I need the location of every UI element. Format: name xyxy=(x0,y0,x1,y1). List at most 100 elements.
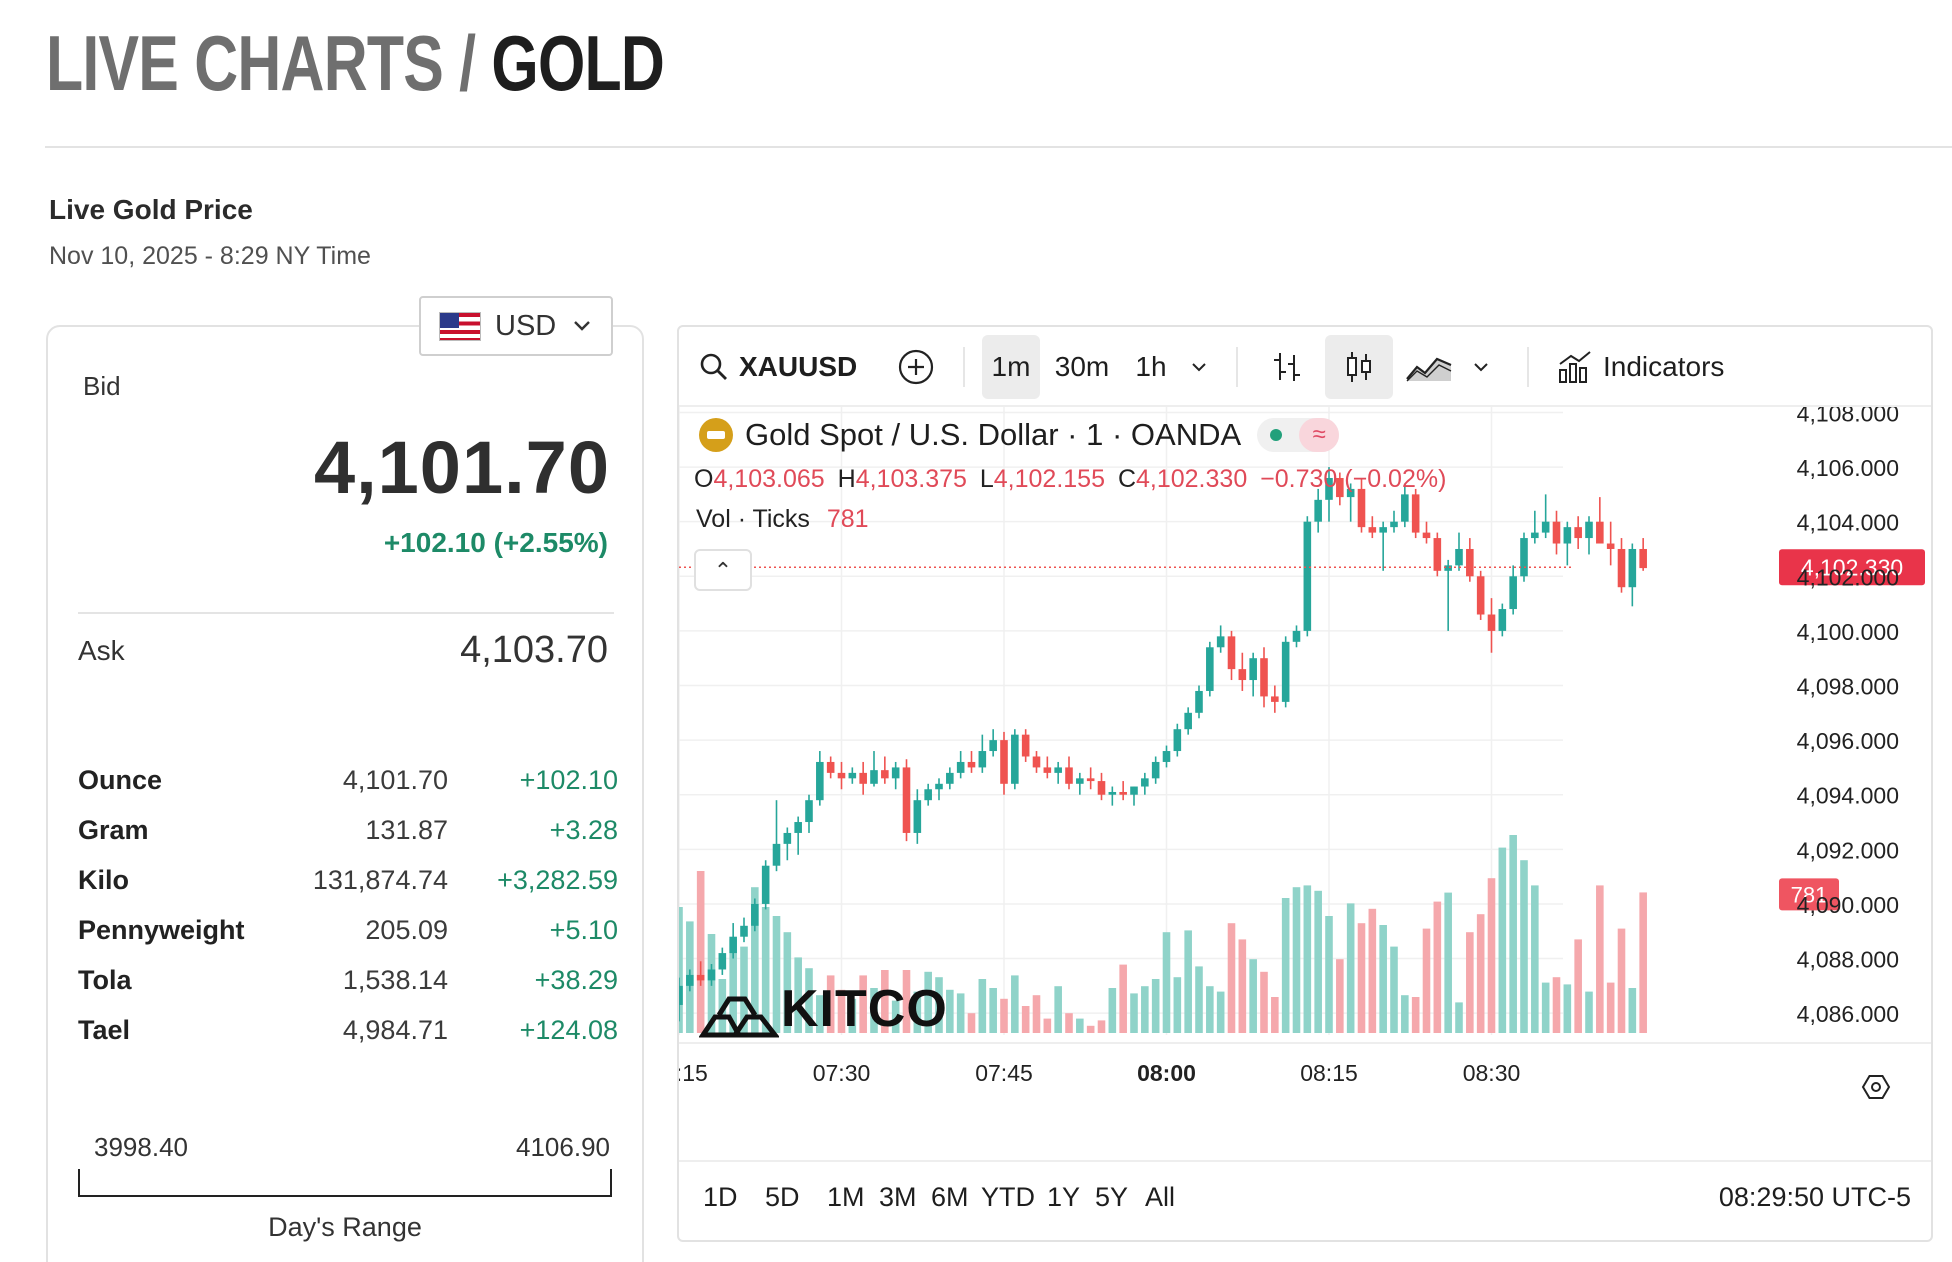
volume-bar xyxy=(1108,988,1117,1033)
volume-bar xyxy=(1043,1018,1052,1033)
change-value: −0.730 (−0.02%) xyxy=(1260,465,1447,493)
ask-value: 4,103.70 xyxy=(460,629,608,671)
volume-bar xyxy=(1411,997,1420,1033)
unit-change: +102.10 xyxy=(519,764,618,795)
unit-name: Gram xyxy=(78,814,149,845)
section-title: Live Gold Price xyxy=(49,194,253,225)
range-button-1d[interactable]: 1D xyxy=(703,1182,738,1212)
volume-bar xyxy=(1390,946,1398,1033)
y-tick-label: 4,098.000 xyxy=(1797,674,1899,700)
y-tick-label: 4,086.000 xyxy=(1797,1001,1899,1027)
range-button-5d[interactable]: 5D xyxy=(765,1182,800,1212)
candle-body xyxy=(1379,527,1387,533)
volume-label: Vol · Ticks xyxy=(696,505,810,533)
unit-value: 205.09 xyxy=(365,914,448,945)
volume-bar xyxy=(1368,908,1377,1033)
y-tick-label: 4,108.000 xyxy=(1797,407,1899,426)
volume-bar xyxy=(1541,982,1550,1033)
price-chart[interactable]: 4,102.330 781 4,086.000 4,088.000 4,090.000… xyxy=(679,407,1933,1164)
candle-body xyxy=(1130,786,1138,795)
candle-body xyxy=(1433,538,1442,571)
candle-body xyxy=(1043,767,1052,773)
volume-bar xyxy=(913,991,922,1033)
page-title-prefix: LIVE CHARTS / xyxy=(46,18,492,107)
interval-menu-button[interactable] xyxy=(1184,335,1214,399)
volume-bar xyxy=(1130,993,1138,1033)
chart-style-menu-button[interactable] xyxy=(1466,335,1496,399)
candle-body xyxy=(1195,690,1203,713)
candle-body xyxy=(978,751,987,768)
volume-bar xyxy=(816,995,824,1033)
candle-body xyxy=(1119,791,1127,795)
interval-30m[interactable]: 30m xyxy=(1054,351,1110,382)
legend-collapse-button[interactable]: ⌃ xyxy=(694,549,752,591)
volume-bar xyxy=(1238,939,1247,1033)
indicators-button[interactable]: Indicators xyxy=(1557,335,1757,399)
ohlc-legend: O4,103.065 H4,103.375 L4,102.155 C4,102.… xyxy=(694,465,1446,494)
unit-price-table: Ounce 4,101.70 +102.10 Gram 131.87 +3.28 Kilo 1… xyxy=(78,755,618,1055)
volume-bar xyxy=(1032,995,1041,1033)
volume-bar xyxy=(1303,885,1312,1033)
candle-body xyxy=(1574,527,1582,539)
range-button-ytd[interactable]: YTD xyxy=(981,1182,1035,1212)
candle-body xyxy=(1476,576,1485,615)
range-button-5y[interactable]: 5Y xyxy=(1095,1182,1129,1212)
unit-name: Ounce xyxy=(78,764,163,795)
volume-bar xyxy=(1271,997,1279,1033)
candle-body xyxy=(1076,778,1084,784)
range-button-1m[interactable]: 1M xyxy=(827,1182,865,1212)
candle-body xyxy=(740,925,748,937)
candle-body xyxy=(1097,781,1106,795)
candle-body xyxy=(989,740,997,752)
range-button-6m[interactable]: 6M xyxy=(931,1182,969,1212)
x-tick-label: 07:45 xyxy=(975,1060,1033,1086)
candle-body xyxy=(848,772,857,779)
toolbar-separator xyxy=(963,347,965,387)
last-price-badge xyxy=(1779,549,1925,586)
currency-select[interactable]: USD xyxy=(419,296,613,356)
bar-chart-style-button[interactable] xyxy=(1259,335,1315,399)
volume-bar xyxy=(1628,988,1637,1033)
x-tick-label: 07:15 xyxy=(679,1060,708,1086)
high-label: H xyxy=(837,465,856,493)
gold-coin-icon xyxy=(699,418,733,452)
symbol-search[interactable]: XAUUSD xyxy=(699,335,869,399)
compare-add-button[interactable] xyxy=(891,335,941,399)
ask-label: Ask xyxy=(78,635,125,666)
toolbar-separator xyxy=(1236,347,1238,387)
volume-bar xyxy=(1065,1013,1073,1033)
candle-body xyxy=(1314,499,1322,522)
candle-body xyxy=(1206,647,1214,691)
unit-change: +3.28 xyxy=(549,814,618,845)
unit-value: 1,538.14 xyxy=(342,964,448,995)
volume-bar xyxy=(1520,860,1528,1033)
volume-bar xyxy=(1379,925,1387,1033)
range-button-all[interactable]: All xyxy=(1145,1182,1176,1212)
volume-bar xyxy=(772,916,781,1033)
candles-chart-style-button[interactable] xyxy=(1325,335,1393,399)
interval-1m[interactable]: 1m xyxy=(982,335,1040,399)
volume-bar xyxy=(1617,928,1626,1033)
interval-1h[interactable]: 1h xyxy=(1135,351,1167,382)
volume-bar xyxy=(1292,887,1301,1033)
candle-body xyxy=(1271,696,1279,702)
volume-bar xyxy=(1054,986,1062,1033)
candle-body xyxy=(1541,521,1550,533)
candle-body xyxy=(1552,521,1561,544)
range-high: 4106.90 xyxy=(516,1132,610,1162)
candle-body xyxy=(772,843,781,866)
settings-hex-icon xyxy=(1861,1075,1891,1099)
y-tick-label: 4,102.000 xyxy=(1797,564,1899,590)
candle-body xyxy=(1531,532,1539,539)
range-button-1y[interactable]: 1Y xyxy=(1047,1182,1081,1212)
volume-bar xyxy=(1314,890,1322,1033)
area-chart-style-button[interactable] xyxy=(1401,335,1457,399)
wave-icon: ≈ xyxy=(1299,418,1340,452)
range-button-3m[interactable]: 3M xyxy=(879,1182,917,1212)
volume-bar xyxy=(837,989,846,1033)
unit-change: +38.29 xyxy=(534,964,618,995)
chevron-down-icon xyxy=(1473,362,1489,372)
card-divider xyxy=(78,612,614,614)
candle-body xyxy=(1325,477,1333,500)
market-status-pill[interactable]: ≈ xyxy=(1257,418,1340,452)
